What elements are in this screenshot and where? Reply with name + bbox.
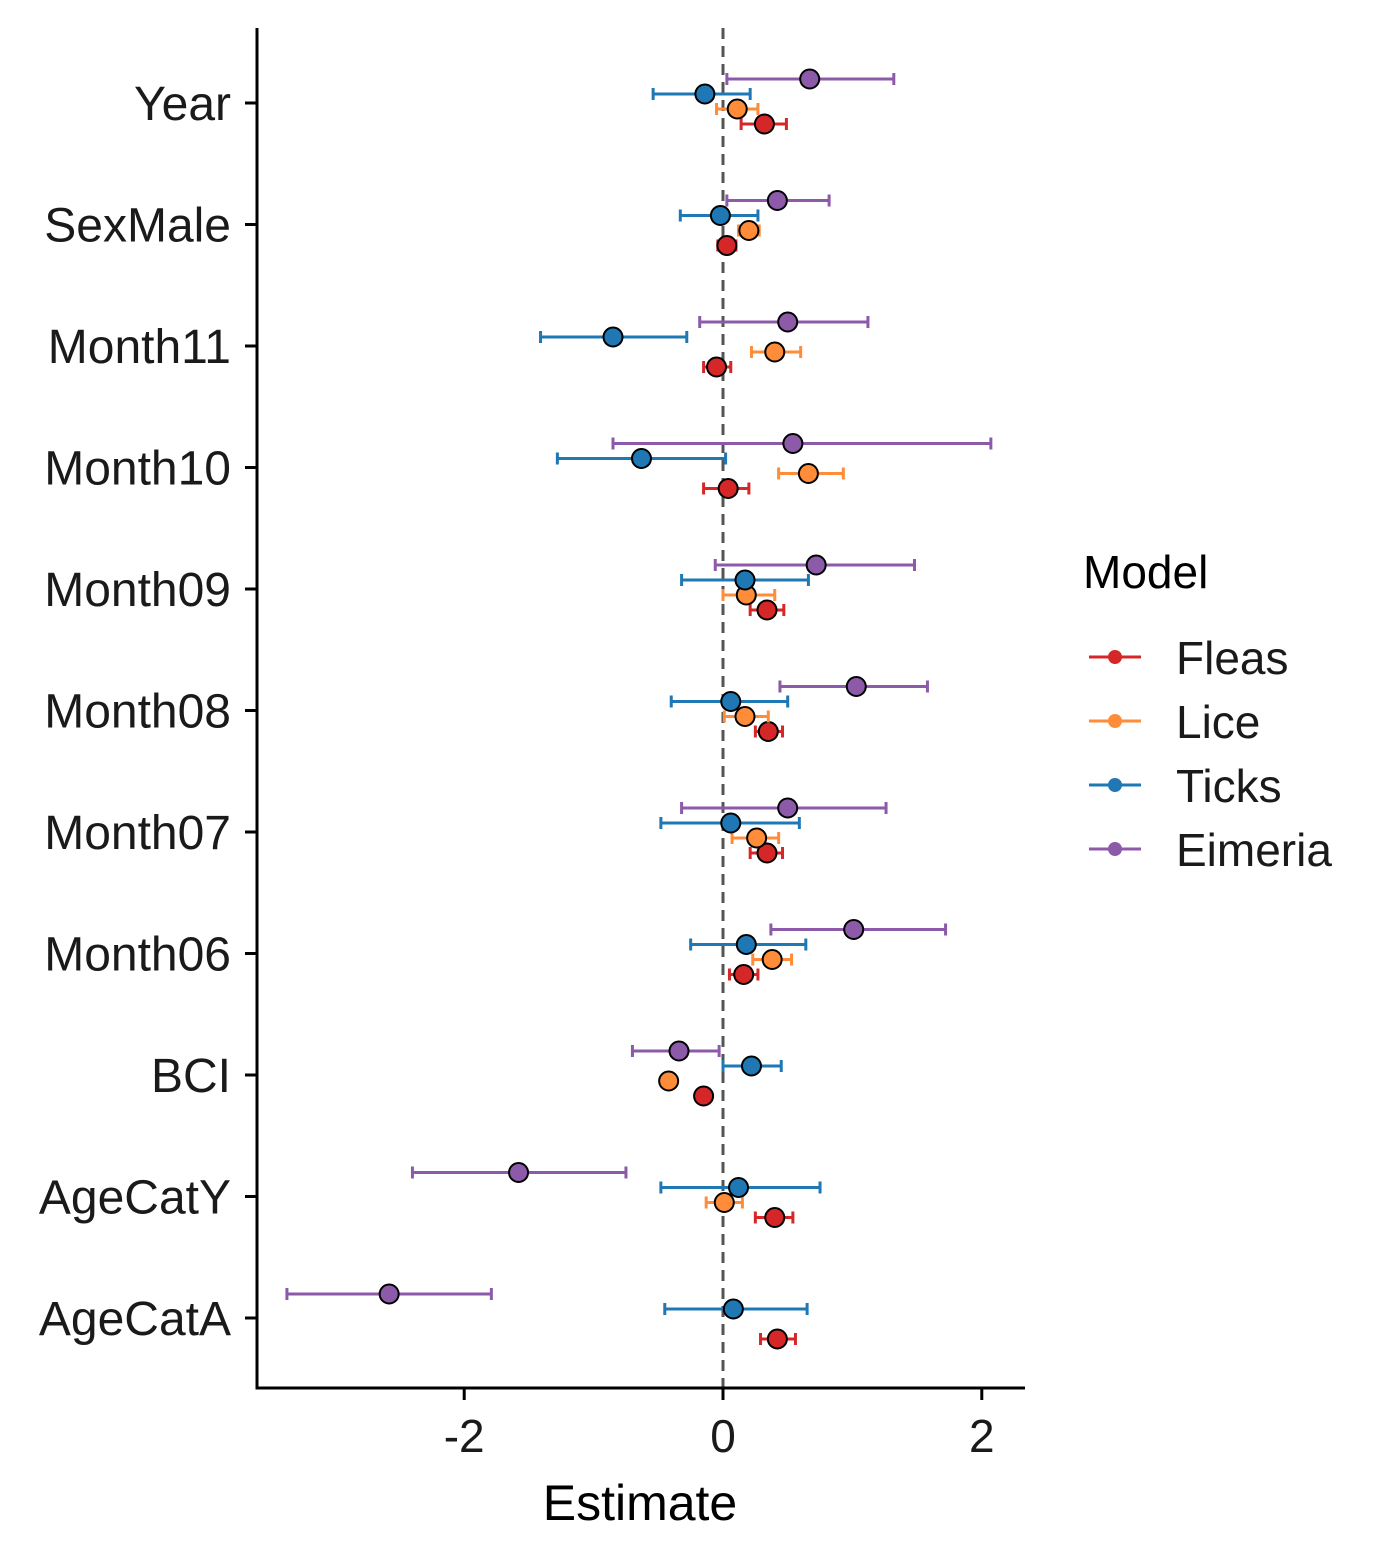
x-tick-label: 2 bbox=[969, 1410, 995, 1462]
legend-key-dot bbox=[1108, 714, 1122, 728]
point-ticks-month09 bbox=[734, 569, 756, 591]
y-tick-label-month11: Month11 bbox=[48, 321, 231, 374]
point-ticks-agecata bbox=[722, 1298, 744, 1320]
legend-label: Lice bbox=[1176, 696, 1260, 748]
point-ticks-month10 bbox=[630, 448, 652, 469]
point-fleas-bci bbox=[693, 1085, 715, 1107]
x-tick-label: -2 bbox=[444, 1410, 485, 1462]
point-lice-month07 bbox=[746, 827, 768, 849]
plot-panel bbox=[285, 28, 993, 1388]
legend-label: Ticks bbox=[1176, 760, 1282, 812]
y-tick-label-month06: Month06 bbox=[44, 929, 231, 982]
point-fleas-month08 bbox=[757, 721, 779, 742]
series-ticks bbox=[539, 83, 822, 1320]
point-lice-month11 bbox=[764, 341, 786, 363]
y-tick-label-month08: Month08 bbox=[44, 686, 231, 739]
x-axis: -2 0 2 bbox=[255, 1386, 1025, 1462]
point-eimeria-month09 bbox=[805, 554, 827, 576]
legend-title: Model bbox=[1083, 546, 1208, 598]
legend-label: Eimeria bbox=[1176, 824, 1332, 876]
point-eimeria-month11 bbox=[777, 311, 799, 333]
point-eimeria-month08 bbox=[845, 676, 867, 697]
point-eimeria-month10 bbox=[782, 433, 804, 454]
point-eimeria-bci bbox=[668, 1040, 690, 1062]
series-fleas bbox=[693, 113, 797, 1350]
point-ticks-month07 bbox=[720, 812, 742, 834]
point-eimeria-month07 bbox=[777, 797, 799, 819]
legend-key-dot bbox=[1108, 778, 1122, 792]
legend: Model Fleas Lice Ticks Eimeria bbox=[1083, 546, 1332, 876]
point-eimeria-sexmale bbox=[766, 190, 788, 211]
point-fleas-month11 bbox=[706, 356, 728, 378]
point-fleas-month09 bbox=[756, 599, 778, 621]
point-ticks-month08 bbox=[720, 691, 742, 712]
point-fleas-sexmale bbox=[716, 235, 738, 256]
legend-label: Fleas bbox=[1176, 632, 1288, 684]
point-eimeria-agecaty bbox=[508, 1162, 530, 1183]
y-tick-label-month10: Month10 bbox=[44, 443, 231, 496]
y-tick-label-bci: BCI bbox=[151, 1050, 231, 1103]
y-tick-label-sexmale: SexMale bbox=[44, 200, 231, 253]
point-ticks-month06 bbox=[735, 934, 757, 955]
point-lice-year bbox=[726, 98, 748, 120]
y-tick-label-agecata: AgeCatA bbox=[39, 1293, 231, 1346]
point-lice-month08 bbox=[734, 706, 756, 727]
legend-item-fleas: Fleas bbox=[1089, 632, 1288, 684]
y-axis: Year SexMale Month11 Month10 Month09 Month08 M… bbox=[39, 28, 259, 1390]
point-fleas-month10 bbox=[717, 478, 739, 499]
point-ticks-bci bbox=[740, 1055, 762, 1077]
legend-item-lice: Lice bbox=[1089, 696, 1260, 748]
point-fleas-agecaty bbox=[764, 1207, 786, 1228]
legend-item-ticks: Ticks bbox=[1089, 760, 1282, 812]
point-eimeria-agecata bbox=[378, 1283, 400, 1305]
x-axis-title: Estimate bbox=[543, 1475, 738, 1531]
point-fleas-month07 bbox=[756, 842, 778, 864]
point-lice-agecaty bbox=[713, 1192, 735, 1213]
legend-item-eimeria: Eimeria bbox=[1089, 824, 1332, 876]
y-tick-label-month09: Month09 bbox=[44, 564, 231, 617]
point-ticks-agecaty bbox=[728, 1177, 750, 1198]
point-lice-month06 bbox=[761, 949, 783, 970]
point-lice-sexmale bbox=[738, 220, 760, 241]
point-eimeria-year bbox=[799, 68, 821, 90]
legend-key-dot bbox=[1108, 650, 1122, 664]
point-fleas-agecata bbox=[766, 1328, 788, 1350]
point-ticks-year bbox=[694, 83, 716, 105]
point-lice-month10 bbox=[797, 463, 819, 484]
y-tick-label-month07: Month07 bbox=[44, 807, 231, 860]
point-ticks-sexmale bbox=[709, 205, 731, 226]
x-tick-label: 0 bbox=[710, 1410, 736, 1462]
series-eimeria bbox=[285, 68, 993, 1305]
y-tick-label-agecaty: AgeCatY bbox=[39, 1172, 231, 1225]
point-fleas-year bbox=[753, 113, 775, 135]
point-eimeria-month06 bbox=[843, 919, 865, 940]
y-tick-label-year: Year bbox=[134, 78, 231, 131]
point-lice-bci bbox=[658, 1070, 680, 1092]
series-lice bbox=[658, 98, 845, 1213]
legend-key-dot bbox=[1108, 842, 1122, 856]
point-fleas-month06 bbox=[733, 964, 755, 985]
point-ticks-month11 bbox=[602, 326, 624, 348]
